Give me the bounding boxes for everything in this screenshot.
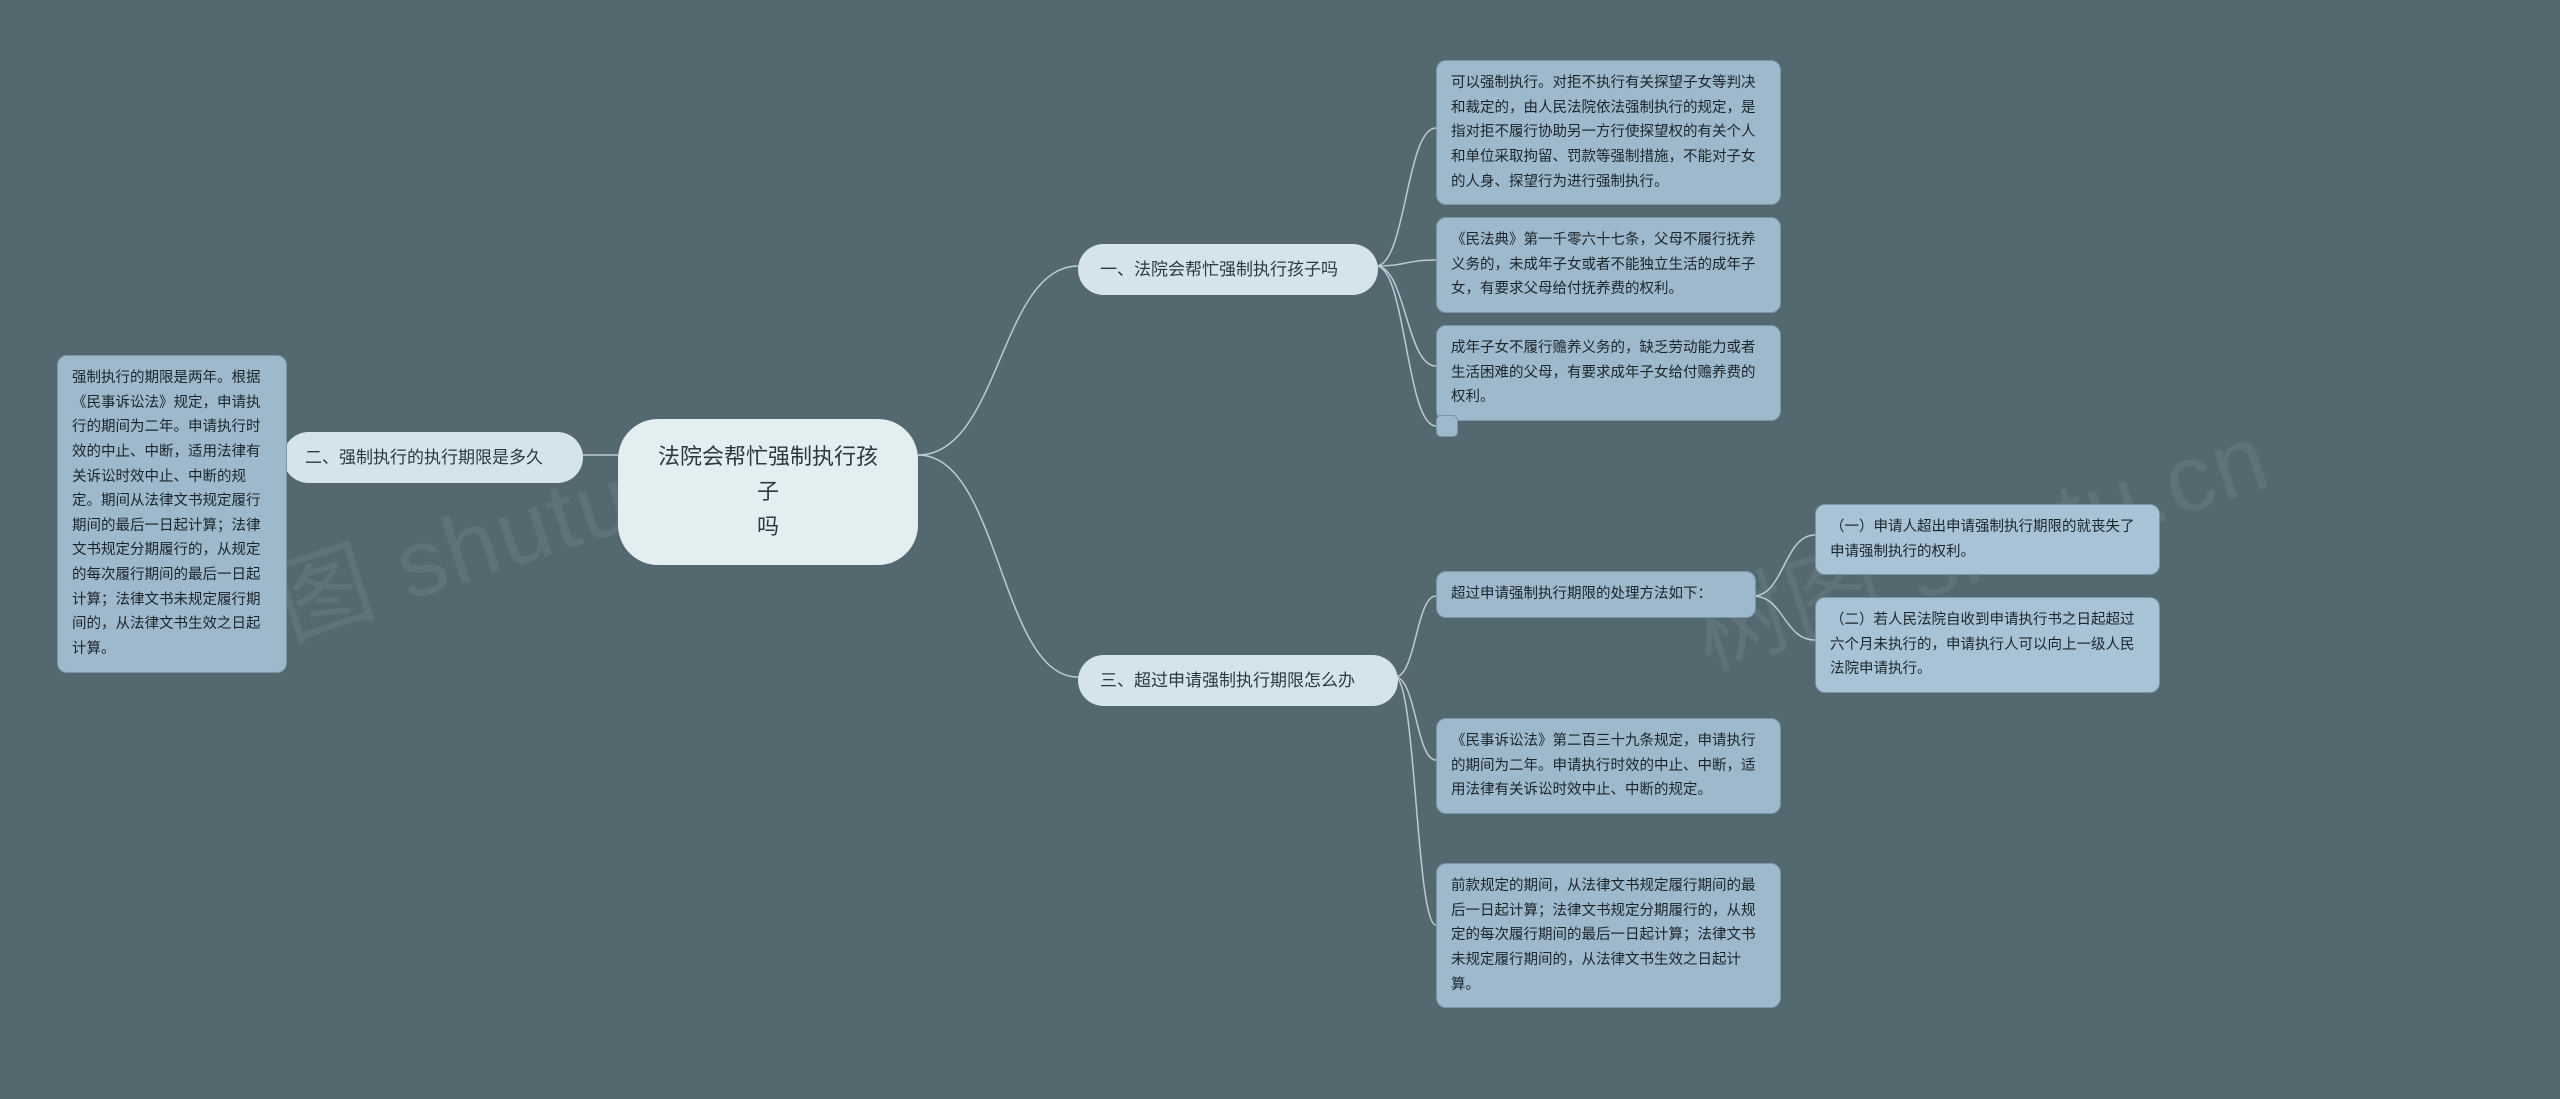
edge bbox=[918, 455, 1078, 677]
edge bbox=[1395, 596, 1436, 677]
branch-3-leaf-3[interactable]: 前款规定的期间，从法律文书规定履行期间的最后一日起计算；法律文书规定分期履行的，… bbox=[1436, 863, 1781, 1008]
leaf-text: 《民法典》第一千零六十七条，父母不履行抚养义务的，未成年子女或者不能独立生活的成… bbox=[1451, 232, 1756, 297]
edge bbox=[1376, 266, 1436, 426]
center-node[interactable]: 法院会帮忙强制执行孩子 吗 bbox=[618, 419, 918, 565]
edge bbox=[1753, 535, 1815, 596]
branch-2-text: 二、强制执行的执行期限是多久 bbox=[305, 448, 543, 467]
edge bbox=[918, 266, 1078, 455]
edge bbox=[1376, 260, 1436, 266]
branch-2-leaf-1[interactable]: 强制执行的期限是两年。根据《民事诉讼法》规定，申请执行的期间为二年。申请执行时效… bbox=[57, 355, 287, 673]
branch-3-leaf-2[interactable]: 《民事诉讼法》第二百三十九条规定，申请执行的期间为二年。申请执行时效的中止、中断… bbox=[1436, 718, 1781, 814]
branch-3-leaf-1-sub-2[interactable]: （二）若人民法院自收到申请执行书之日起超过六个月未执行的，申请执行人可以向上一级… bbox=[1815, 597, 2160, 693]
branch-3-text: 三、超过申请强制执行期限怎么办 bbox=[1100, 671, 1355, 690]
leaf-text: 前款规定的期间，从法律文书规定履行期间的最后一日起计算；法律文书规定分期履行的，… bbox=[1451, 878, 1756, 993]
branch-1-text: 一、法院会帮忙强制执行孩子吗 bbox=[1100, 260, 1338, 279]
leaf-text: （一）申请人超出申请强制执行期限的就丧失了申请强制执行的权利。 bbox=[1830, 519, 2135, 560]
branch-2[interactable]: 二、强制执行的执行期限是多久 bbox=[283, 432, 583, 483]
branch-1-leaf-4-empty[interactable] bbox=[1436, 415, 1458, 437]
branch-1[interactable]: 一、法院会帮忙强制执行孩子吗 bbox=[1078, 244, 1378, 295]
leaf-text: （二）若人民法院自收到申请执行书之日起超过六个月未执行的，申请执行人可以向上一级… bbox=[1830, 612, 2135, 677]
branch-3-leaf-1-sub-1[interactable]: （一）申请人超出申请强制执行期限的就丧失了申请强制执行的权利。 bbox=[1815, 504, 2160, 575]
branch-3[interactable]: 三、超过申请强制执行期限怎么办 bbox=[1078, 655, 1398, 706]
leaf-text: 可以强制执行。对拒不执行有关探望子女等判决和裁定的，由人民法院依法强制执行的规定… bbox=[1451, 75, 1756, 190]
leaf-text: 强制执行的期限是两年。根据《民事诉讼法》规定，申请执行的期间为二年。申请执行时效… bbox=[72, 370, 261, 657]
center-node-text: 法院会帮忙强制执行孩子 吗 bbox=[648, 439, 888, 545]
branch-1-leaf-2[interactable]: 《民法典》第一千零六十七条，父母不履行抚养义务的，未成年子女或者不能独立生活的成… bbox=[1436, 217, 1781, 313]
edge-layer bbox=[0, 0, 2560, 1099]
branch-1-leaf-1[interactable]: 可以强制执行。对拒不执行有关探望子女等判决和裁定的，由人民法院依法强制执行的规定… bbox=[1436, 60, 1781, 205]
branch-1-leaf-3[interactable]: 成年子女不履行赡养义务的，缺乏劳动能力或者生活困难的父母，有要求成年子女给付赡养… bbox=[1436, 325, 1781, 421]
branch-3-leaf-1[interactable]: 超过申请强制执行期限的处理方法如下： bbox=[1436, 571, 1756, 618]
edge bbox=[1376, 128, 1436, 266]
edge bbox=[1395, 677, 1436, 925]
edge bbox=[1376, 266, 1436, 366]
leaf-text: 《民事诉讼法》第二百三十九条规定，申请执行的期间为二年。申请执行时效的中止、中断… bbox=[1451, 733, 1756, 798]
leaf-text: 超过申请强制执行期限的处理方法如下： bbox=[1451, 586, 1712, 602]
leaf-text: 成年子女不履行赡养义务的，缺乏劳动能力或者生活困难的父母，有要求成年子女给付赡养… bbox=[1451, 340, 1756, 405]
edge bbox=[1395, 677, 1436, 760]
edge bbox=[1753, 596, 1815, 640]
